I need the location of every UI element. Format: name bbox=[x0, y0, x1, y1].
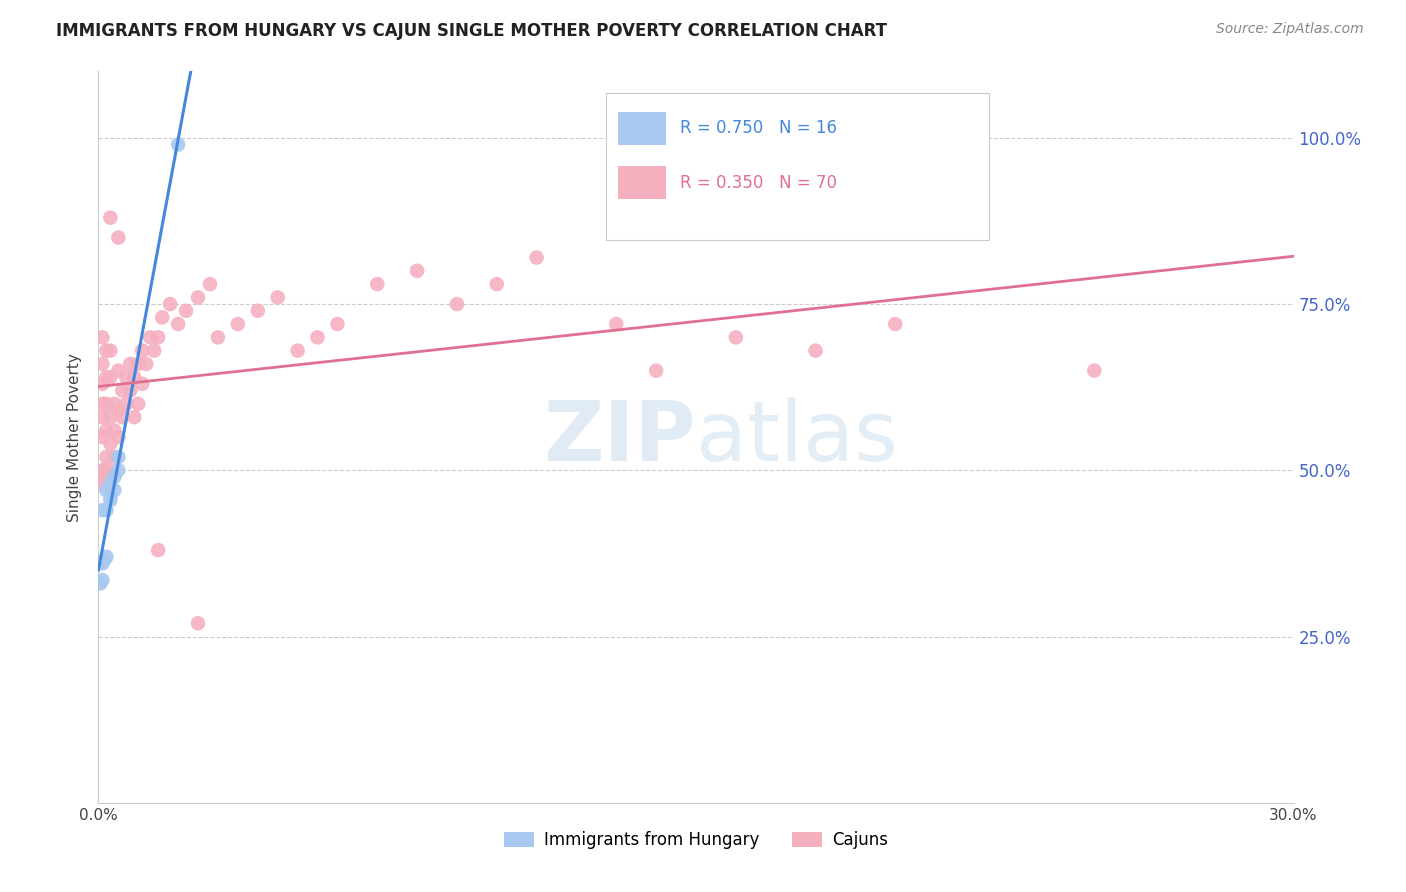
Point bbox=[111, 384, 134, 398]
Point bbox=[107, 430, 129, 444]
Point bbox=[98, 493, 122, 508]
Point bbox=[98, 370, 122, 384]
Y-axis label: Single Mother Poverty: Single Mother Poverty bbox=[67, 352, 83, 522]
Point bbox=[724, 330, 747, 344]
Point bbox=[366, 277, 388, 292]
Point bbox=[91, 376, 114, 391]
Point bbox=[246, 303, 269, 318]
Point bbox=[143, 343, 166, 358]
Point bbox=[91, 330, 114, 344]
Point bbox=[131, 376, 153, 391]
Point bbox=[107, 230, 129, 244]
Point bbox=[96, 483, 118, 498]
Point bbox=[103, 450, 125, 464]
Point bbox=[91, 503, 114, 517]
Point bbox=[115, 370, 138, 384]
Point bbox=[645, 363, 668, 377]
Point bbox=[98, 490, 122, 504]
Point bbox=[120, 384, 142, 398]
Point bbox=[884, 317, 907, 331]
Point bbox=[307, 330, 329, 344]
Point bbox=[167, 137, 190, 152]
Point bbox=[103, 424, 125, 438]
Point bbox=[91, 573, 114, 587]
Point bbox=[406, 264, 429, 278]
Point bbox=[526, 251, 548, 265]
Point bbox=[139, 330, 162, 344]
FancyBboxPatch shape bbox=[619, 112, 666, 145]
Point bbox=[91, 397, 114, 411]
FancyBboxPatch shape bbox=[606, 94, 988, 240]
Point bbox=[111, 410, 134, 425]
Point bbox=[159, 297, 181, 311]
Text: atlas: atlas bbox=[696, 397, 897, 477]
Point bbox=[446, 297, 468, 311]
Point bbox=[326, 317, 349, 331]
Point bbox=[187, 290, 209, 304]
Point bbox=[127, 397, 149, 411]
Point bbox=[485, 277, 508, 292]
Point bbox=[89, 576, 111, 591]
Point bbox=[96, 424, 118, 438]
Point bbox=[103, 470, 125, 484]
Text: R = 0.350   N = 70: R = 0.350 N = 70 bbox=[681, 174, 838, 193]
Point bbox=[804, 343, 827, 358]
Point bbox=[207, 330, 229, 344]
Text: IMMIGRANTS FROM HUNGARY VS CAJUN SINGLE MOTHER POVERTY CORRELATION CHART: IMMIGRANTS FROM HUNGARY VS CAJUN SINGLE … bbox=[56, 22, 887, 40]
Point bbox=[124, 410, 146, 425]
Point bbox=[98, 410, 122, 425]
Point bbox=[148, 330, 170, 344]
Point bbox=[267, 290, 290, 304]
Point bbox=[98, 463, 122, 477]
Point bbox=[96, 343, 118, 358]
Point bbox=[98, 211, 122, 225]
Point bbox=[96, 370, 118, 384]
Point bbox=[150, 310, 173, 325]
Point bbox=[198, 277, 221, 292]
Point bbox=[96, 549, 118, 564]
Point bbox=[115, 397, 138, 411]
Point bbox=[131, 343, 153, 358]
Point bbox=[96, 397, 118, 411]
Point bbox=[96, 450, 118, 464]
Text: Source: ZipAtlas.com: Source: ZipAtlas.com bbox=[1216, 22, 1364, 37]
Point bbox=[91, 463, 114, 477]
Point bbox=[148, 543, 170, 558]
Point bbox=[91, 476, 114, 491]
Point bbox=[91, 357, 114, 371]
Legend: Immigrants from Hungary, Cajuns: Immigrants from Hungary, Cajuns bbox=[503, 831, 889, 849]
FancyBboxPatch shape bbox=[619, 167, 666, 200]
Point bbox=[107, 450, 129, 464]
Point bbox=[107, 463, 129, 477]
Point bbox=[107, 363, 129, 377]
Point bbox=[89, 476, 111, 491]
Point bbox=[93, 553, 115, 567]
Point bbox=[127, 357, 149, 371]
Point bbox=[287, 343, 309, 358]
Point bbox=[605, 317, 627, 331]
Point bbox=[103, 397, 125, 411]
Point bbox=[1083, 363, 1105, 377]
Point bbox=[167, 317, 190, 331]
Point bbox=[103, 483, 125, 498]
Point bbox=[93, 463, 115, 477]
Point bbox=[226, 317, 249, 331]
Text: ZIP: ZIP bbox=[544, 397, 696, 477]
Point bbox=[98, 436, 122, 450]
Point bbox=[107, 403, 129, 417]
Point bbox=[96, 503, 118, 517]
Point bbox=[91, 557, 114, 571]
Point bbox=[98, 476, 122, 491]
Point bbox=[135, 357, 157, 371]
Point bbox=[174, 303, 197, 318]
Text: R = 0.750   N = 16: R = 0.750 N = 16 bbox=[681, 120, 838, 137]
Point bbox=[120, 357, 142, 371]
Point bbox=[98, 343, 122, 358]
Point bbox=[91, 430, 114, 444]
Point bbox=[91, 410, 114, 425]
Point bbox=[187, 616, 209, 631]
Point bbox=[124, 370, 146, 384]
